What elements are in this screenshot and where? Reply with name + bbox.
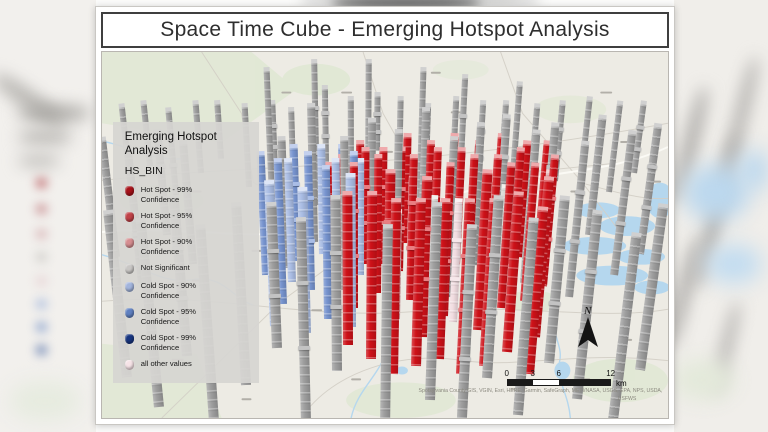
bg-smudge <box>0 68 69 132</box>
legend-field-name: HS_BIN <box>124 165 163 178</box>
bg-smudge <box>684 165 749 220</box>
bg-smudge <box>18 156 60 166</box>
legend-item: Hot Spot - 90% Confidence <box>124 237 251 256</box>
legend-items: Hot Spot - 99% Confidence Hot Spot - 95% … <box>124 185 251 371</box>
bg-smudge <box>10 382 80 420</box>
bg-smudge <box>18 106 90 120</box>
scale-track <box>506 378 611 386</box>
legend-item-label: Hot Spot - 95% Confidence <box>140 211 193 230</box>
stc-column <box>380 223 393 418</box>
bg-smudge <box>674 360 734 400</box>
bg-smudge <box>18 131 72 143</box>
legend-item: Cold Spot - 90% Confidence <box>124 281 251 300</box>
legend-item-label: Not Significant <box>140 263 190 273</box>
legend-item-label: Hot Spot - 90% Confidence <box>140 237 193 256</box>
legend-title-line1: Emerging Hotspot <box>124 130 217 143</box>
north-arrow-label: N <box>583 304 592 317</box>
bg-smudge <box>36 345 47 355</box>
legend-item-label: Hot Spot - 99% Confidence <box>140 185 193 204</box>
legend-swatch-icon <box>124 238 134 249</box>
attribution-line1: Spotsylvania County GIS, VGIN, Esri, HER… <box>418 387 663 394</box>
legend-swatch-icon <box>124 334 134 345</box>
map-canvas[interactable]: Emerging Hotspot Analysis HS_BIN Hot Spo… <box>101 51 669 419</box>
attribution-line2: USFWS <box>617 396 637 403</box>
bg-smudge <box>332 0 480 7</box>
bg-smudge <box>36 252 47 262</box>
scale-label: 6 <box>556 368 561 378</box>
bg-smudge <box>739 150 768 190</box>
bg-smudge <box>36 204 47 214</box>
scale-label: 3 <box>530 368 535 378</box>
bg-smudge <box>36 276 47 286</box>
layout-title-bar: Space Time Cube - Emerging Hotspot Analy… <box>101 12 669 48</box>
legend-swatch-icon <box>124 212 134 223</box>
legend-item: Hot Spot - 99% Confidence <box>124 185 251 204</box>
legend-item: Cold Spot - 99% Confidence <box>124 333 251 352</box>
legend-swatch-icon <box>124 186 134 197</box>
legend-item: Cold Spot - 95% Confidence <box>124 307 251 326</box>
stc-column <box>365 191 378 360</box>
bg-smudge <box>36 299 47 309</box>
scale-unit: km <box>616 378 627 388</box>
scale-label: 0 <box>504 368 509 378</box>
legend-title: Emerging Hotspot Analysis <box>125 130 251 159</box>
scale-label: 12 <box>606 368 616 378</box>
page-title: Space Time Cube - Emerging Hotspot Analy… <box>160 18 610 41</box>
bg-smudge <box>36 229 47 239</box>
legend-swatch-icon <box>124 264 134 275</box>
legend-title-line2: Analysis <box>124 144 168 157</box>
legend-item-label: all other values <box>140 359 192 369</box>
bg-smudge <box>36 178 47 188</box>
legend-item-label: Cold Spot - 99% Confidence <box>140 333 197 352</box>
legend-item-label: Cold Spot - 95% Confidence <box>140 307 197 326</box>
legend-item: Hot Spot - 95% Confidence <box>124 211 251 230</box>
bg-smudge <box>36 322 47 332</box>
north-arrow-icon <box>577 316 598 347</box>
legend-swatch-icon <box>124 282 134 293</box>
bg-left-strip <box>0 0 96 432</box>
legend-swatch-icon <box>124 360 134 371</box>
legend-item: Not Significant <box>124 263 251 275</box>
stc-column <box>605 99 623 192</box>
stc-column <box>342 191 354 345</box>
legend-swatch-icon <box>124 308 134 319</box>
layout-frame: Space Time Cube - Emerging Hotspot Analy… <box>95 6 675 425</box>
legend-item: all other values <box>124 359 251 371</box>
bg-right-strip <box>664 0 768 432</box>
legend-item-label: Cold Spot - 90% Confidence <box>140 281 197 300</box>
bg-smudge <box>706 245 761 283</box>
north-arrow: N <box>575 305 601 352</box>
legend-panel: Emerging Hotspot Analysis HS_BIN Hot Spo… <box>112 121 259 384</box>
stc-column <box>329 194 343 371</box>
scale-bar: 0 3 6 12 km <box>504 368 626 388</box>
scale-labels: 0 3 6 12 <box>504 368 615 379</box>
map-attribution: Spotsylvania County GIS, VGIN, Esri, HER… <box>419 387 663 404</box>
